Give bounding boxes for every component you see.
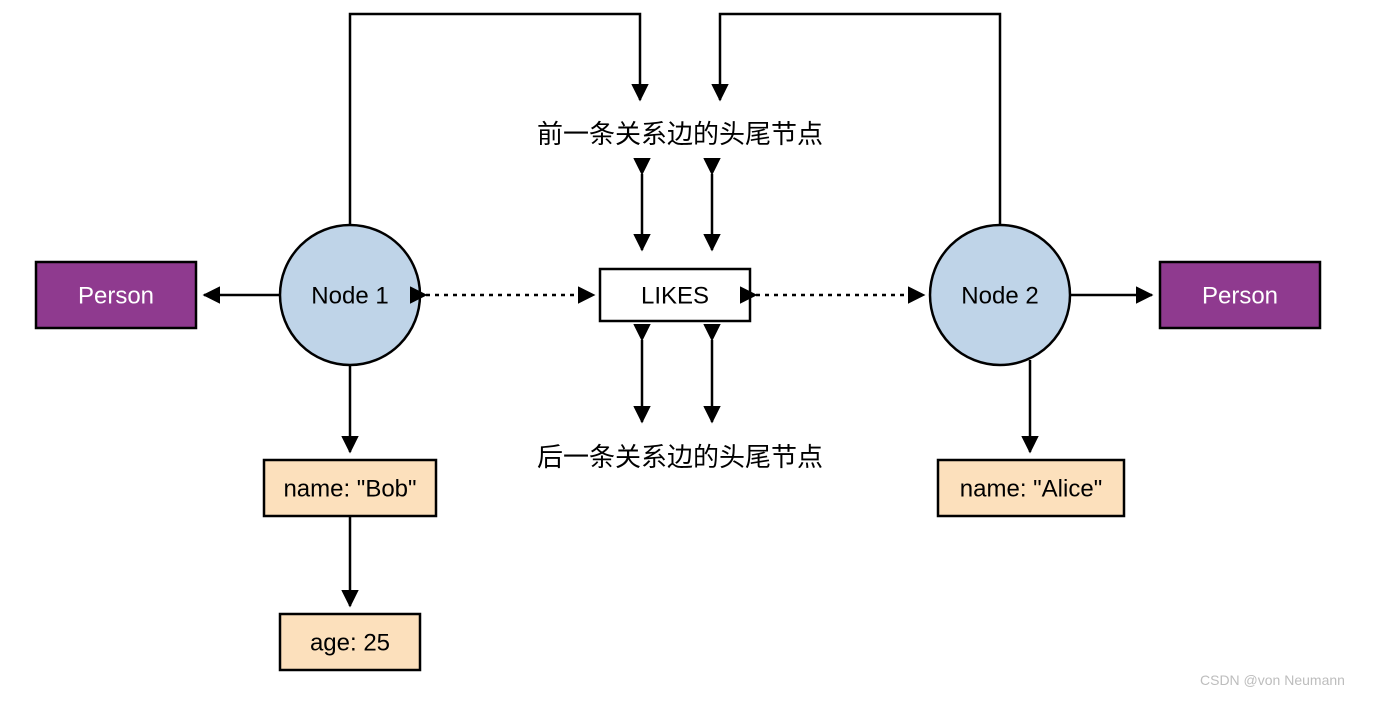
property-name-alice-label: name: "Alice"	[960, 475, 1102, 502]
watermark: CSDN @von Neumann	[1200, 672, 1345, 688]
property-name-bob-label: name: "Bob"	[283, 475, 416, 502]
top-caption: 前一条关系边的头尾节点	[537, 119, 823, 149]
property-age-25-label: age: 25	[310, 629, 390, 656]
relation-likes-label: LIKES	[641, 282, 709, 309]
bottom-caption: 后一条关系边的头尾节点	[537, 442, 823, 472]
node-1-label: Node 1	[311, 282, 388, 309]
node-2-label: Node 2	[961, 282, 1038, 309]
graph-diagram: 前一条关系边的头尾节点 Person Node 1 LIKES Node 2 P…	[0, 0, 1378, 705]
person-label-left-text: Person	[78, 282, 154, 309]
person-label-right-text: Person	[1202, 282, 1278, 309]
